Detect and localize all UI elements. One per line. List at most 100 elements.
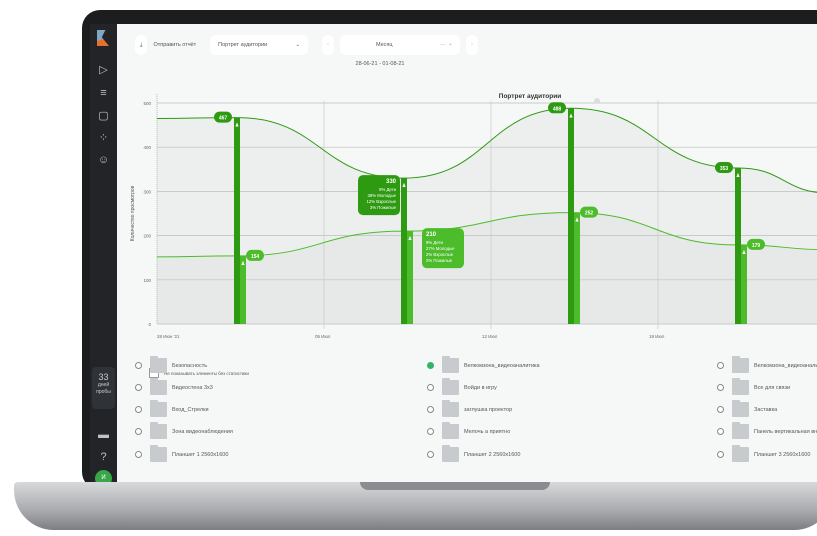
list-item[interactable]: Безопасность	[135, 356, 207, 373]
bar[interactable]	[574, 212, 580, 324]
radio-button[interactable]	[427, 428, 434, 435]
info-icon[interactable]	[594, 98, 600, 104]
radio-button[interactable]	[135, 362, 142, 369]
minus-button[interactable]: —	[440, 42, 446, 48]
value-label: 488	[553, 106, 562, 112]
user-icon[interactable]: ☺	[97, 154, 110, 166]
bar[interactable]	[568, 108, 574, 324]
list-item-label: Велкомзона_видеоаналитика	[464, 362, 540, 369]
download-icon[interactable]: ⤓	[135, 35, 148, 55]
y-tick-label: 400	[143, 145, 151, 150]
radio-button[interactable]	[427, 406, 434, 413]
value-label-bg	[548, 102, 566, 114]
folder-icon	[150, 400, 167, 417]
radio-button[interactable]	[427, 451, 434, 458]
list-item[interactable]: Заставка	[717, 400, 777, 417]
send-report-button[interactable]: Отправить отчёт	[153, 42, 197, 48]
list-item[interactable]: Войди в игру	[427, 378, 497, 395]
tooltip-line: 27% Молодые	[426, 246, 455, 251]
laptop-notch	[360, 482, 550, 490]
radio-button[interactable]	[717, 362, 724, 369]
period-value: Месяц	[375, 42, 393, 48]
list-item[interactable]: Велкомзона_видеоаналитика	[717, 356, 817, 373]
series-1-area	[157, 108, 817, 324]
list-item-label: Планшет 2 2560х1600	[464, 451, 521, 458]
loader-icon[interactable]: ⁘	[98, 132, 109, 144]
list-item[interactable]: Мелочь а приятно	[427, 422, 510, 439]
period-control: Месяц — +	[339, 35, 460, 55]
toolbar: ⤓ Отправить отчёт Портрет аудитории ⌄ ‹ М…	[135, 34, 478, 56]
avatar[interactable]: И	[95, 470, 112, 482]
value-label: 467	[219, 116, 228, 122]
folder-icon	[150, 445, 167, 462]
list-item[interactable]: заглушка проектор	[427, 400, 512, 417]
folder-icon	[442, 445, 459, 462]
radio-button[interactable]	[427, 384, 434, 391]
tooltip-line: 2% Пожилые	[426, 258, 453, 263]
prev-period-button[interactable]: ‹	[322, 35, 334, 55]
list-item-label: Видеостена 3х3	[172, 384, 213, 391]
play-icon[interactable]: ▷	[99, 64, 108, 76]
value-label-bg	[715, 161, 733, 173]
list-item-label: Планшет 3 2560х1600	[754, 451, 811, 458]
document-icon[interactable]: ▢	[98, 110, 109, 122]
radio-button[interactable]	[135, 451, 142, 458]
radio-button[interactable]	[135, 406, 142, 413]
radio-button[interactable]	[717, 406, 724, 413]
folder-icon	[732, 422, 749, 439]
list-item[interactable]: Планшет 1 2560х1600	[135, 445, 228, 462]
value-label-bg	[580, 206, 598, 218]
list-item[interactable]: Все для связи	[717, 378, 791, 395]
tooltip-line: 8% Дети	[379, 187, 397, 192]
report-select-value: Портрет аудитории	[218, 42, 268, 48]
bar[interactable]	[407, 231, 413, 324]
y-tick-label: 200	[143, 234, 151, 239]
value-label: 252	[585, 211, 594, 217]
list-item-label: Зона видеонаблюдения	[172, 428, 233, 435]
radio-button[interactable]	[717, 451, 724, 458]
value-label: 353	[720, 166, 729, 172]
list-item-label: Вход_Стрелки	[172, 406, 209, 413]
folder-icon	[150, 378, 167, 395]
list-item[interactable]: Панель вертикальная внутр	[717, 422, 817, 439]
filter-icon[interactable]: ≡	[100, 87, 107, 99]
person-icon: ♟	[575, 218, 579, 224]
date-range: 28-06-21 - 01-08-21	[355, 61, 405, 67]
radio-button[interactable]	[717, 428, 724, 435]
tooltip-line: 3% Пожилые	[370, 205, 397, 210]
plus-button[interactable]: +	[448, 42, 452, 48]
folder-icon	[150, 422, 167, 439]
radio-button[interactable]	[135, 428, 142, 435]
value-label-bg	[747, 238, 765, 250]
monitor-icon[interactable]: ▬	[98, 429, 109, 441]
list-item[interactable]: Вход_Стрелки	[135, 400, 209, 417]
radio-button[interactable]	[427, 362, 434, 369]
tooltip-line: 2% Взрослые	[426, 252, 454, 257]
list-item-label: Все для связи	[754, 384, 791, 391]
y-axis-label: Количество просмотров	[130, 185, 136, 241]
bar[interactable]	[401, 178, 407, 324]
bar[interactable]	[741, 244, 747, 324]
sidebar: ▷ ≡ ▢ ⁘ ☺ 33 дней пробы ▬ ? И	[90, 24, 117, 482]
bar[interactable]	[240, 255, 246, 324]
bar[interactable]	[735, 167, 741, 324]
chevron-down-icon: ⌄	[295, 42, 301, 48]
list-item[interactable]: Видеостена 3х3	[135, 378, 213, 395]
list-item[interactable]: Планшет 3 2560х1600	[717, 445, 811, 462]
list-item[interactable]: Зона видеонаблюдения	[135, 422, 233, 439]
value-label: 179	[752, 243, 761, 249]
hide-empty-label: Не показывать элементы без статистики	[164, 370, 249, 376]
next-period-button[interactable]: ›	[465, 35, 478, 55]
x-tick-label: 05 Июл	[315, 334, 331, 339]
radio-button[interactable]	[135, 384, 142, 391]
person-icon: ♟	[408, 236, 412, 242]
report-select[interactable]: Портрет аудитории ⌄	[210, 35, 309, 55]
list-item[interactable]: Планшет 2 2560х1600	[427, 445, 521, 462]
tooltip-line: 38% Молодые	[367, 193, 396, 198]
list-item-label: Велкомзона_видеоаналитика	[754, 362, 817, 369]
help-icon[interactable]: ?	[100, 451, 107, 463]
chart-title: Портрет аудитории	[499, 93, 561, 100]
bar[interactable]	[234, 117, 240, 324]
list-item[interactable]: Велкомзона_видеоаналитика	[427, 356, 540, 373]
radio-button[interactable]	[717, 384, 724, 391]
